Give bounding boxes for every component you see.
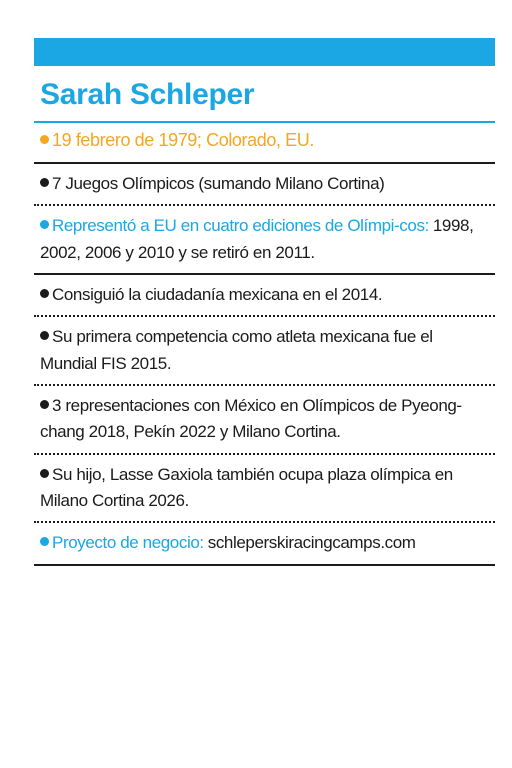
- fact-citizenship: Consiguió la ciudadanía mexicana en el 2…: [34, 275, 495, 318]
- fact-mexico-olympics: 3 representaciones con México en Olímpic…: [34, 386, 495, 455]
- bullet-icon: [40, 331, 49, 341]
- fact-lead: Proyecto de negocio:: [52, 533, 204, 553]
- fact-text: Consiguió la ciudadanía mexicana en el 2…: [52, 284, 383, 304]
- bullet-icon: [40, 177, 49, 187]
- fact-olympic-games: 7 Juegos Olímpicos (sumando Milano Corti…: [34, 164, 495, 207]
- birth-text: 19 febrero de 1979; Colorado, EU.: [52, 130, 314, 150]
- fact-son: Su hijo, Lasse Gaxiola también ocupa pla…: [34, 455, 495, 524]
- fact-first-competition: Su primera competencia como atleta mexic…: [34, 317, 495, 386]
- header-bar: [34, 38, 495, 66]
- bullet-icon: [40, 399, 49, 409]
- bullet-icon: [40, 220, 49, 230]
- fact-text: 7 Juegos Olímpicos (sumando Milano Corti…: [52, 173, 385, 193]
- business-link: schleperskiracingcamps.com: [207, 533, 416, 553]
- fact-business: Proyecto de negocio: schleperskiracingcam…: [34, 523, 495, 566]
- fact-text: Su hijo, Lasse Gaxiola también ocupa pla…: [40, 464, 453, 510]
- athlete-name: Sarah Schleper: [34, 78, 495, 123]
- fact-usa-editions: Representó a EU en cuatro ediciones de O…: [34, 206, 495, 275]
- fact-text: 1998, 2002, 2006 y 2010 y se retiró en 2…: [40, 216, 474, 262]
- athlete-card: Sarah Schleper 19 febrero de 1979; Color…: [34, 38, 495, 566]
- fact-text: 3 representaciones con México en Olímpic…: [40, 395, 462, 442]
- bullet-icon: [40, 468, 49, 478]
- bullet-icon: [40, 537, 49, 547]
- fact-lead: Representó a EU en cuatro ediciones de O…: [52, 216, 429, 236]
- bullet-icon: [40, 135, 49, 144]
- fact-text: Su primera competencia como atleta mexic…: [40, 327, 433, 373]
- birth-info: 19 febrero de 1979; Colorado, EU.: [34, 123, 495, 164]
- bullet-icon: [40, 288, 49, 298]
